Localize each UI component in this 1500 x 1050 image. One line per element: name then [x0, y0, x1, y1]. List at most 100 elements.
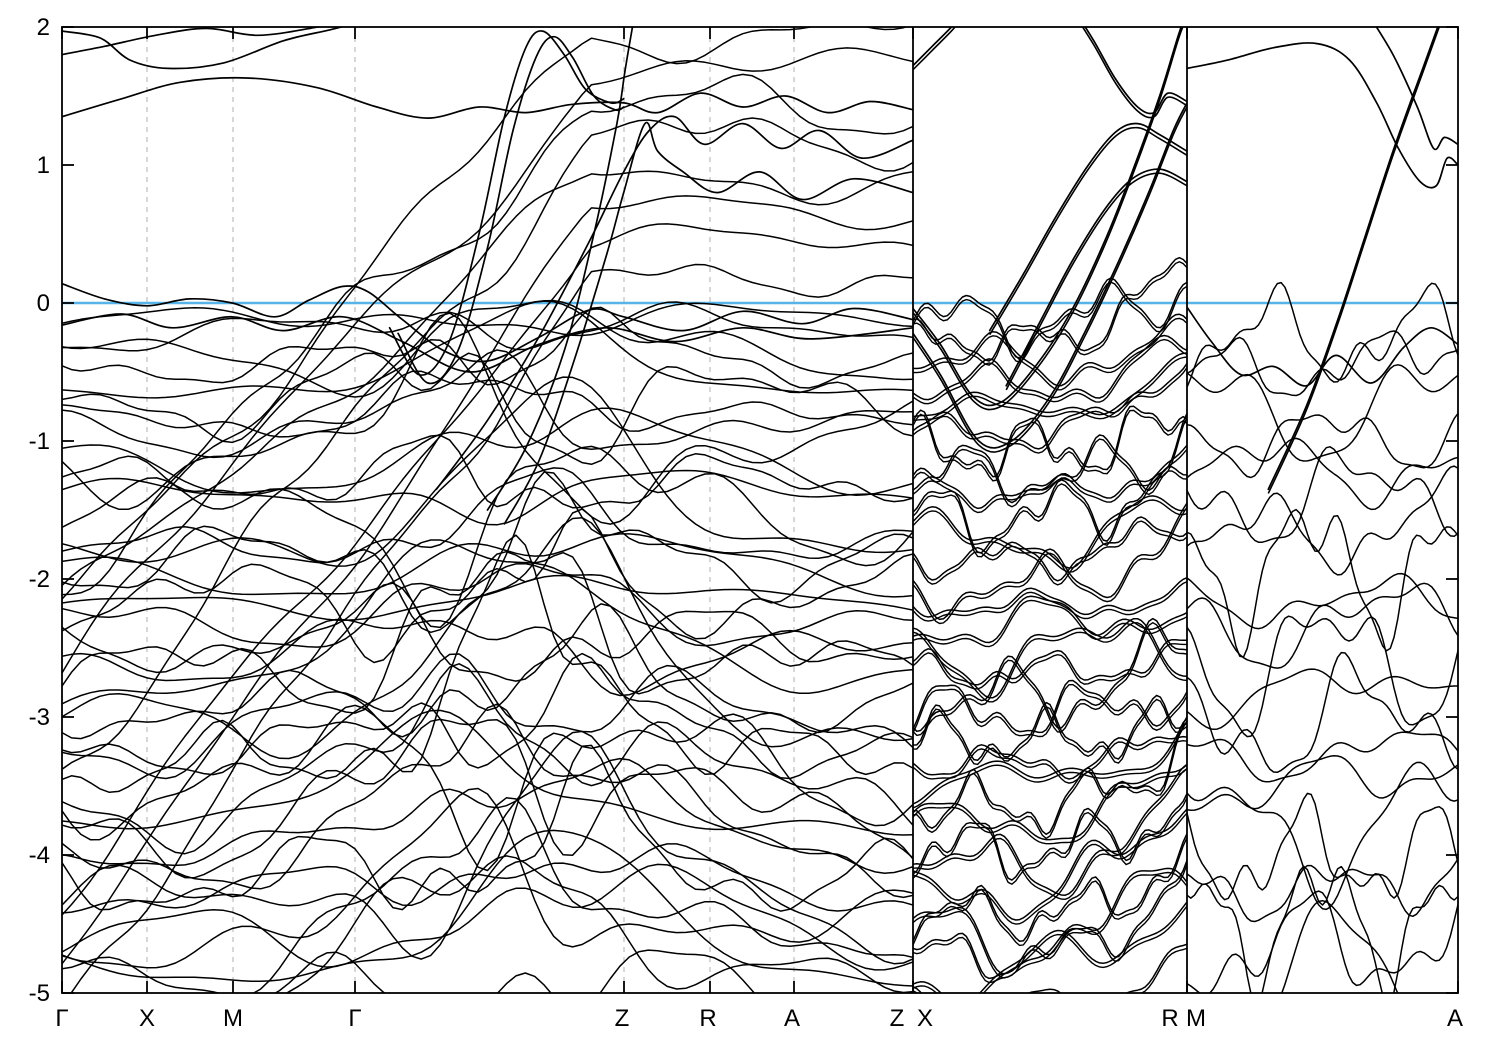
band-curve	[913, 735, 1187, 780]
band-curve-split	[913, 409, 1187, 482]
band-curve	[62, 471, 913, 634]
band-curve	[913, 405, 1187, 478]
band-curve	[1187, 306, 1458, 387]
band-curve	[1187, 792, 1458, 901]
band-curve	[62, 704, 913, 872]
band-curve	[62, 73, 913, 596]
band-curve	[1281, 899, 1399, 993]
band-curve	[1187, 508, 1458, 658]
band-curve	[1187, 446, 1458, 543]
band-curve	[913, 27, 953, 67]
band-curve	[1267, 27, 1439, 491]
band-curve-split	[913, 812, 1187, 925]
y-tick-label: 2	[37, 14, 50, 41]
band-curve	[913, 576, 1187, 618]
y-tick-label: -4	[29, 842, 50, 869]
band-curve	[62, 787, 913, 969]
band-curve-split	[913, 506, 1187, 625]
band-curve	[913, 27, 1183, 407]
band-curve-split	[913, 520, 1187, 586]
band-curve	[913, 502, 1187, 621]
y-tick-label: 0	[37, 290, 50, 317]
band-curve	[62, 469, 913, 526]
band-curve	[503, 121, 913, 525]
x-tick-label: Γ	[348, 1005, 361, 1032]
band-curve	[913, 763, 1187, 841]
band-curve	[62, 843, 913, 914]
x-tick-label: A	[784, 1005, 800, 1032]
band-curve	[913, 362, 1187, 450]
band-curve	[62, 757, 913, 874]
axis-labels: 210-1-2-3-4-5Γ X M Γ Z R A Z X R M A	[29, 14, 1463, 1032]
band-curve	[1187, 754, 1458, 812]
band-curve	[62, 533, 913, 598]
band-curve	[62, 534, 913, 794]
band-curve	[913, 412, 1187, 554]
band-curve	[397, 35, 625, 385]
band-curve	[913, 617, 1187, 733]
band-curve	[62, 863, 913, 971]
band-curve	[62, 27, 322, 56]
band-curve	[913, 792, 1187, 881]
band-curve-split	[913, 739, 1187, 784]
y-tick-label: -2	[29, 566, 50, 593]
band-curve	[62, 508, 913, 664]
band-curve-split	[913, 797, 1187, 886]
band-curve-split	[913, 621, 1187, 737]
band-curve-split	[913, 721, 1187, 840]
band-curve	[62, 709, 913, 836]
band-curve	[62, 703, 913, 899]
y-tick-label: -5	[29, 980, 50, 1007]
band-curve	[913, 763, 1187, 896]
band-curve-split	[913, 720, 1187, 809]
band-curve	[913, 313, 1187, 387]
band-curve	[62, 117, 913, 770]
band-curve	[1187, 761, 1458, 911]
band-curve	[62, 663, 913, 855]
band-curve	[913, 679, 1187, 734]
x-tick-label: X	[139, 1005, 155, 1032]
band-curve-split	[913, 417, 1187, 558]
band-curve	[913, 638, 1187, 686]
band-curve	[62, 744, 913, 912]
band-curve	[913, 516, 1187, 582]
band-curve-split	[913, 643, 1187, 690]
band-curve	[62, 550, 913, 714]
band-curve-split	[913, 27, 1184, 411]
band-curve	[913, 444, 1187, 510]
x-tick-label: X	[917, 1005, 933, 1032]
band-curve-split	[913, 367, 1187, 454]
band-curve	[913, 832, 1187, 943]
band-curve-split	[913, 27, 957, 71]
band-curve	[62, 299, 913, 398]
x-tick-label: Z	[890, 1005, 905, 1032]
x-tick-label: M	[223, 1005, 243, 1032]
band-curve	[62, 445, 913, 629]
band-curve	[913, 102, 1187, 449]
band-curve	[285, 855, 913, 993]
band-curve	[62, 301, 913, 352]
y-tick-label: -3	[29, 704, 50, 731]
band-curve	[1187, 465, 1458, 576]
band-curve-split	[913, 622, 1187, 703]
x-tick-label: R	[1161, 1005, 1178, 1032]
band-curve-split	[913, 106, 1187, 453]
band-curve	[1375, 27, 1458, 151]
bands-XR	[913, 27, 1187, 993]
band-curve	[62, 306, 913, 389]
band-curve	[62, 376, 913, 567]
band-curve	[62, 352, 913, 466]
x-tick-label: Z	[615, 1005, 630, 1032]
band-curve-split	[913, 317, 1187, 391]
band-curve	[1187, 42, 1458, 189]
band-curve-split	[913, 768, 1187, 845]
band-curve-split	[913, 698, 1187, 766]
band-curve	[1187, 858, 1458, 923]
band-curve	[62, 434, 913, 509]
band-curve	[62, 282, 913, 363]
band-curve-split	[913, 864, 1187, 984]
band-curve	[1187, 615, 1458, 738]
band-curve-split	[1005, 172, 1187, 391]
